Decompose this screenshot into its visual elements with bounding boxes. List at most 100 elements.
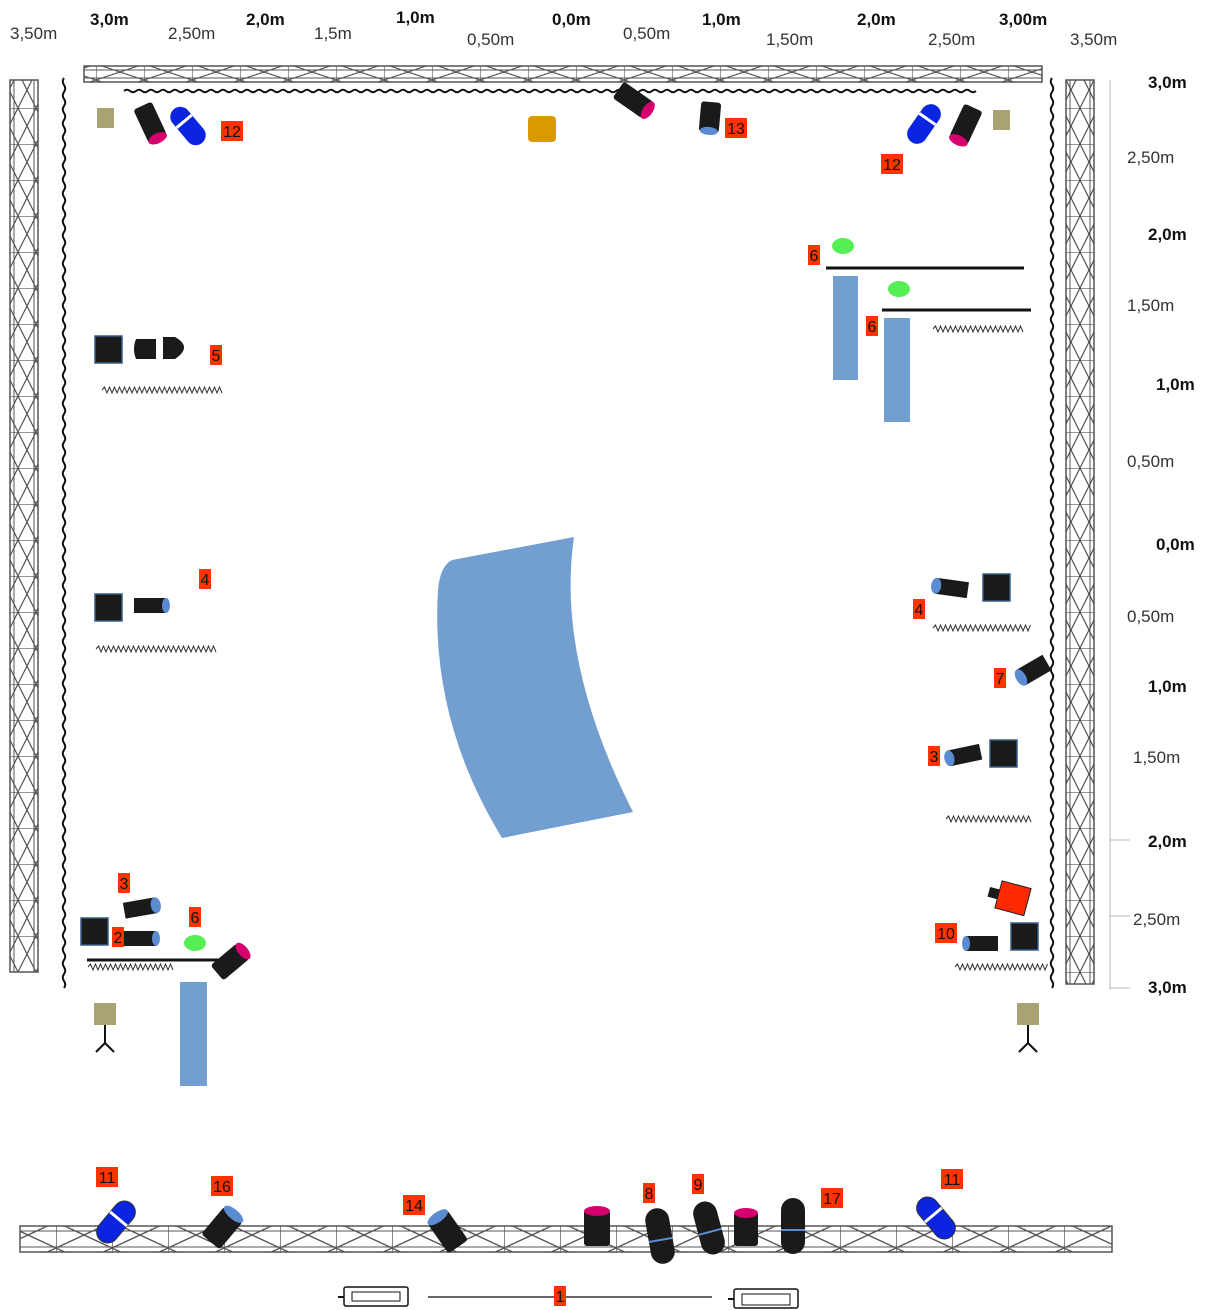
number-label: 6 [808, 245, 820, 265]
light-fixture-icon [734, 1208, 758, 1246]
light-fixture-icon [781, 1198, 805, 1254]
number-label-text: 2 [114, 930, 123, 947]
number-label-bg [210, 345, 222, 365]
right-scale-label: 1,50m [1133, 748, 1180, 767]
number-label: 4 [913, 599, 925, 619]
stand-icon [1017, 1003, 1039, 1053]
number-label-text: 17 [823, 1191, 841, 1208]
right-scale-label: 0,0m [1156, 535, 1195, 554]
floor-cable-line [87, 962, 174, 972]
light-fixture-icon [134, 102, 167, 145]
right-scale-label: 1,50m [1127, 296, 1174, 315]
number-label-bg [199, 569, 211, 589]
top-scale-label: 3,00m [999, 10, 1047, 29]
floor-cable-line [954, 962, 1048, 972]
number-label-text: 6 [191, 910, 200, 927]
top-scale-label: 1,0m [702, 10, 741, 29]
softbox-icon [982, 573, 1011, 602]
number-label-text: 8 [645, 1186, 654, 1203]
softbox-icon [989, 739, 1018, 768]
number-label-bg [221, 121, 243, 141]
number-label-bg [808, 245, 820, 265]
right-scale-label: 0,50m [1127, 452, 1174, 471]
flag-icon [884, 318, 910, 422]
number-label-bg [692, 1174, 704, 1194]
number-label-bg [941, 1169, 963, 1189]
number-label-bg [112, 927, 124, 947]
right-scale-label: 2,0m [1148, 832, 1187, 851]
bottom-truss [19, 1225, 1113, 1253]
top-scale-label: 1,0m [396, 8, 435, 27]
softbox-icon [94, 335, 123, 364]
curtain-right [1049, 77, 1055, 989]
amber-box [528, 116, 556, 142]
number-label-text: 12 [883, 157, 901, 174]
floor-cable-icon [932, 623, 1031, 633]
right-truss [1065, 79, 1095, 985]
top-scale-label: 0,0m [552, 10, 591, 29]
right-scale-label: 1,0m [1156, 375, 1195, 394]
number-label-text: 5 [212, 348, 221, 365]
softbox-icon [94, 593, 123, 622]
number-label-text: 4 [915, 602, 924, 619]
flag-icon [180, 982, 207, 1086]
led-par-icon [96, 1200, 136, 1244]
right-scale-label: 3,0m [1148, 73, 1187, 92]
number-label: 1 [554, 1286, 566, 1306]
number-label-bg [994, 668, 1006, 688]
floor-cable-line [101, 385, 223, 395]
number-label-text: 1 [556, 1289, 565, 1306]
curtain-top [123, 88, 977, 94]
number-label-bg [189, 907, 201, 927]
light-fixture-icon [124, 931, 160, 946]
number-label: 3 [928, 746, 940, 766]
floor-cable-line [932, 324, 1024, 334]
flag-icon [833, 276, 858, 380]
monitor-left-icon [338, 1286, 409, 1307]
top-scale-label: 2,0m [857, 10, 896, 29]
number-label: 9 [692, 1174, 704, 1194]
top-scale-label: 1,5m [314, 24, 352, 43]
top-scale-label: 2,0m [246, 10, 285, 29]
number-label-bg [96, 1167, 118, 1187]
light-fixture-icon [613, 82, 655, 120]
top-scale-label: 0,50m [623, 24, 670, 43]
number-label-bg [554, 1286, 566, 1306]
number-label-bg [725, 118, 747, 138]
top-scale-label: 3,0m [90, 10, 129, 29]
light-fixture-icon [944, 743, 983, 767]
number-label-bg [403, 1195, 425, 1215]
top-scale-label: 1,50m [766, 30, 813, 49]
number-label: 7 [994, 668, 1006, 688]
number-label-text: 10 [937, 926, 955, 943]
floor-cable-line [932, 623, 1031, 633]
number-label-text: 13 [727, 121, 745, 138]
top-scale-label: 3,50m [10, 24, 57, 43]
number-label: 17 [821, 1188, 843, 1208]
number-label: 4 [199, 569, 211, 589]
floor-cable-icon [87, 962, 174, 972]
led-par-icon [907, 104, 941, 144]
light-fixture-icon [202, 1205, 244, 1249]
right-scale-label: 2,50m [1133, 910, 1180, 929]
number-label-bg [935, 923, 957, 943]
number-label-text: 9 [694, 1177, 703, 1194]
number-label-text: 14 [405, 1198, 423, 1215]
number-label-text: 11 [944, 1172, 961, 1189]
number-label-text: 6 [868, 319, 877, 336]
top-scale-label: 2,50m [928, 30, 975, 49]
curtain-left [61, 77, 67, 989]
number-label-text: 12 [223, 124, 241, 141]
number-label-text: 16 [213, 1179, 231, 1196]
light-fixture-icon [931, 577, 969, 599]
green-spot [832, 238, 854, 254]
right-scale-label: 2,50m [1127, 148, 1174, 167]
number-label: 6 [866, 316, 878, 336]
light-fixture-icon [584, 1206, 610, 1246]
number-label: 13 [725, 118, 747, 138]
number-label: 10 [935, 923, 957, 943]
stand-icon [993, 110, 1010, 130]
light-fixture-icon [427, 1209, 467, 1253]
monitor-right-icon [728, 1288, 799, 1309]
number-label: 14 [403, 1195, 425, 1215]
